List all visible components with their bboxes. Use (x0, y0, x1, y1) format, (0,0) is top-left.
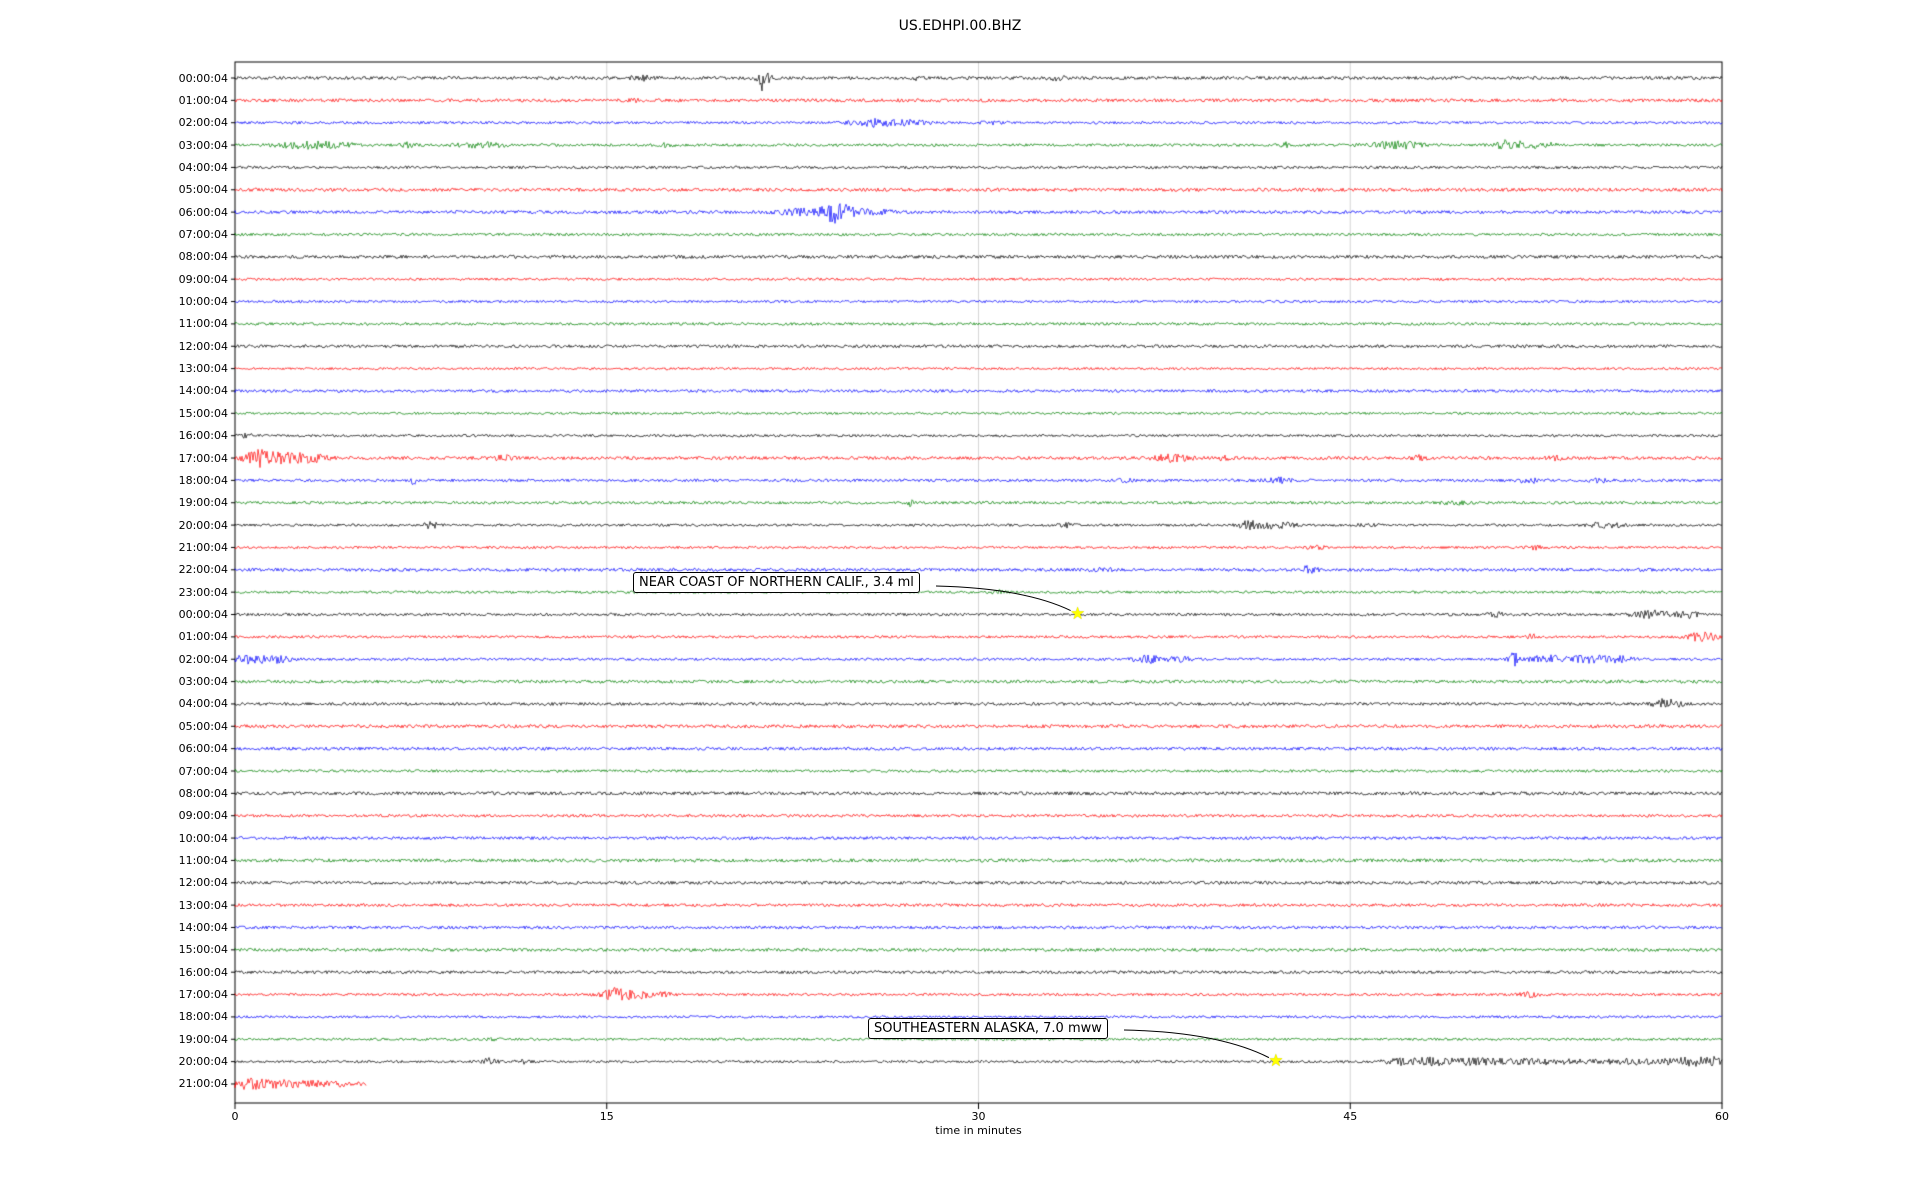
row-label: 05:00:04 (178, 719, 228, 733)
row-label: 06:00:04 (178, 742, 228, 756)
row-label: 17:00:04 (178, 988, 228, 1002)
row-label: 19:00:04 (178, 1032, 228, 1046)
annotation-box: SOUTHEASTERN ALASKA, 7.0 mww (868, 1018, 1108, 1039)
annotation-box: NEAR COAST OF NORTHERN CALIF., 3.4 ml (633, 572, 920, 593)
row-label: 18:00:04 (178, 473, 228, 487)
x-tick-label: 15 (599, 1110, 614, 1123)
row-label: 09:00:04 (178, 809, 228, 823)
row-label: 10:00:04 (178, 295, 228, 309)
row-label: 08:00:04 (178, 786, 228, 800)
event-star-icon: ★ (1268, 1050, 1284, 1071)
row-label: 06:00:04 (178, 205, 228, 219)
row-label: 15:00:04 (178, 406, 228, 420)
row-label: 15:00:04 (178, 943, 228, 957)
x-tick-label: 30 (971, 1110, 986, 1123)
row-label: 12:00:04 (178, 339, 228, 353)
row-label: 19:00:04 (178, 496, 228, 510)
row-label: 17:00:04 (178, 451, 228, 465)
row-label: 03:00:04 (178, 138, 228, 152)
row-label: 18:00:04 (178, 1010, 228, 1024)
row-label: 08:00:04 (178, 250, 228, 264)
row-label: 16:00:04 (178, 429, 228, 443)
row-label: 12:00:04 (178, 876, 228, 890)
row-label: 10:00:04 (178, 831, 228, 845)
row-label: 14:00:04 (178, 920, 228, 934)
row-label: 23:00:04 (178, 585, 228, 599)
row-label: 07:00:04 (178, 227, 228, 241)
row-label: 01:00:04 (178, 630, 228, 644)
row-label: 13:00:04 (178, 362, 228, 376)
row-label: 02:00:04 (178, 116, 228, 130)
x-tick-label: 60 (1715, 1110, 1729, 1123)
row-label: 20:00:04 (178, 1055, 228, 1069)
x-axis-label: time in minutes (935, 1124, 1022, 1137)
row-label: 21:00:04 (178, 1077, 228, 1091)
row-label: 16:00:04 (178, 965, 228, 979)
row-label: 11:00:04 (178, 853, 228, 867)
row-label: 00:00:04 (178, 71, 228, 85)
row-label: 14:00:04 (178, 384, 228, 398)
row-label: 09:00:04 (178, 272, 228, 286)
row-label: 00:00:04 (178, 608, 228, 622)
row-label: 04:00:04 (178, 160, 228, 174)
row-label: 01:00:04 (178, 93, 228, 107)
row-label: 20:00:04 (178, 518, 228, 532)
chart-title: US.EDHPI.00.BHZ (898, 18, 1022, 34)
row-label: 22:00:04 (178, 563, 228, 577)
row-label: 11:00:04 (178, 317, 228, 331)
x-tick-label: 0 (231, 1110, 239, 1123)
row-label: 07:00:04 (178, 764, 228, 778)
row-label: 21:00:04 (178, 540, 228, 554)
row-label: 05:00:04 (178, 183, 228, 197)
event-star-icon: ★ (1070, 603, 1086, 624)
row-label: 04:00:04 (178, 697, 228, 711)
row-label: 13:00:04 (178, 898, 228, 912)
row-label: 02:00:04 (178, 652, 228, 666)
x-tick-label: 45 (1343, 1110, 1358, 1123)
row-label: 03:00:04 (178, 675, 228, 689)
